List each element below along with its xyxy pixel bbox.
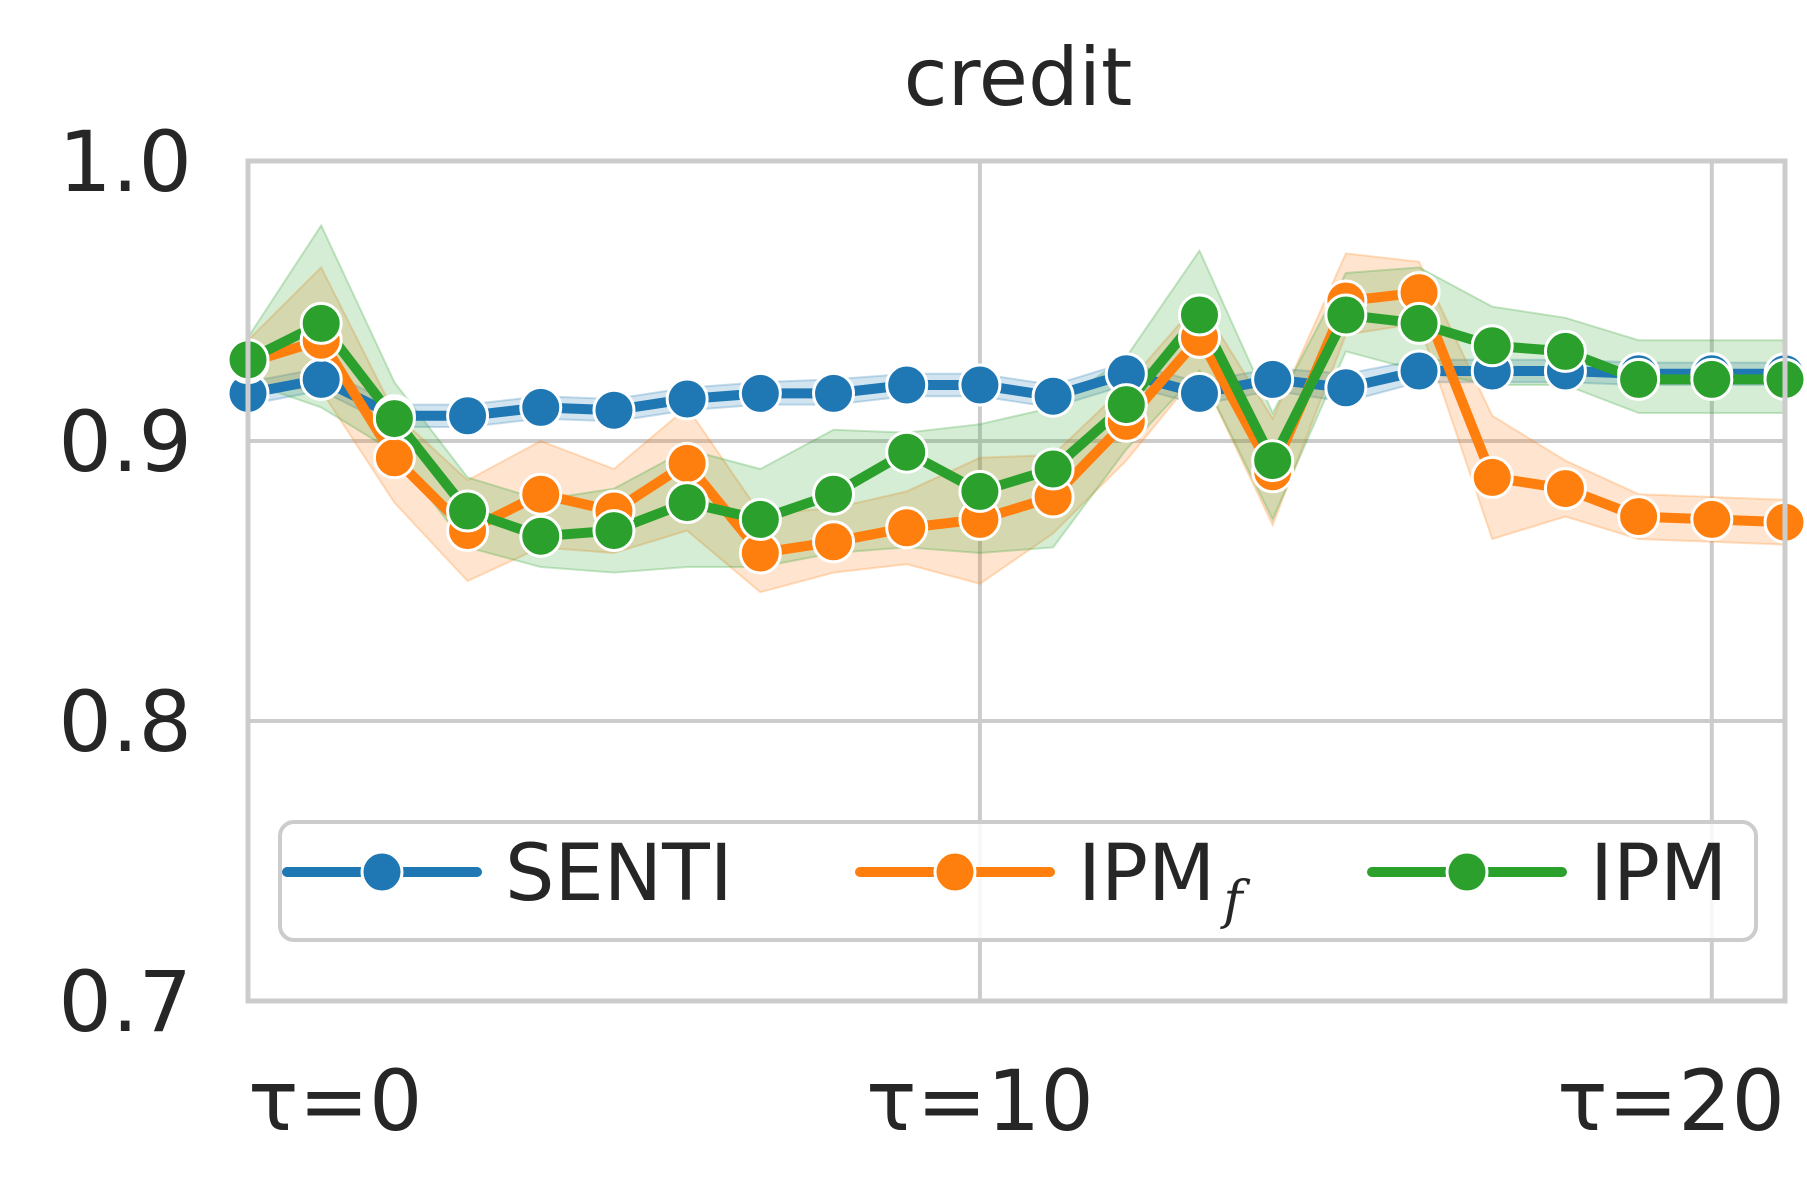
legend-marker-ipm — [1445, 850, 1489, 894]
y-tick-label: 0.8 — [58, 673, 192, 771]
series-markers — [226, 271, 1807, 575]
senti-point — [958, 363, 1002, 407]
ipm-point — [738, 497, 782, 541]
ipm-point — [885, 430, 929, 474]
senti-point — [592, 388, 636, 432]
senti-point — [885, 363, 929, 407]
ipm-point — [1690, 357, 1734, 401]
legend-label-text: IPM — [1590, 829, 1727, 919]
ipm-f-point — [372, 436, 416, 480]
ipm-line — [243, 310, 1790, 542]
ipm-point — [812, 472, 856, 516]
ipm-f-point — [1470, 455, 1514, 499]
plot-frame — [245, 158, 1788, 1004]
x-tick-label: τ=10 — [866, 1052, 1094, 1150]
senti-point — [738, 371, 782, 415]
senti-point — [1397, 349, 1441, 393]
x-tick-label: τ=0 — [248, 1052, 422, 1150]
ipm-f-point — [665, 441, 709, 485]
ipm-point — [519, 514, 563, 558]
senti-point — [1031, 374, 1075, 418]
legend: SENTI IPM f IPM — [278, 820, 1758, 942]
y-tick-label: 1.0 — [58, 113, 192, 211]
senti-point — [812, 371, 856, 415]
ipm-point — [1470, 324, 1514, 368]
ipm-point — [1104, 383, 1148, 427]
chart-title: credit — [904, 31, 1133, 124]
y-tick-label: 0.7 — [58, 953, 192, 1051]
senti-point — [519, 385, 563, 429]
legend-label-ipm: IPM — [1590, 829, 1727, 919]
ipm-point — [1617, 357, 1661, 401]
plot-area — [226, 158, 1807, 1004]
legend-marker-senti — [360, 850, 404, 894]
senti-point — [665, 377, 709, 421]
ipm-f-point — [1617, 495, 1661, 539]
y-tick-labels: 0.7 0.8 0.9 1.0 — [58, 113, 192, 1051]
ipm-f-point — [812, 520, 856, 564]
senti-point — [1324, 366, 1368, 410]
ipm-point — [446, 489, 490, 533]
ipm-f-point — [519, 472, 563, 516]
series-lines — [243, 287, 1790, 558]
ipm-f-line — [243, 287, 1790, 558]
ipm-point — [299, 301, 343, 345]
ipm-point — [372, 397, 416, 441]
legend-label-ipm-f: IPM f — [1078, 829, 1250, 931]
x-tick-labels: τ=0 τ=10 τ=20 — [248, 1052, 1785, 1150]
senti-line — [243, 366, 1790, 421]
ipm-point — [1031, 447, 1075, 491]
ipm-point — [1251, 439, 1295, 483]
ipm-point — [1397, 301, 1441, 345]
legend-marker-ipm-f — [933, 850, 977, 894]
ipm-point — [1324, 293, 1368, 337]
senti-point — [1251, 357, 1295, 401]
ipm-point — [1177, 293, 1221, 337]
ipm-f-point — [1543, 467, 1587, 511]
ipm-f-point — [1690, 497, 1734, 541]
senti-point — [299, 357, 343, 401]
legend-label-text: SENTI — [505, 829, 733, 919]
x-tick-label: τ=20 — [1557, 1052, 1785, 1150]
ipm-point — [1543, 329, 1587, 373]
legend-label-senti: SENTI — [505, 829, 733, 919]
legend-label-text: IPM — [1078, 829, 1215, 919]
y-tick-label: 0.9 — [58, 393, 192, 491]
senti-point — [1177, 371, 1221, 415]
legend-box — [278, 820, 1758, 942]
ipm-point — [592, 509, 636, 553]
ipm-point — [958, 469, 1002, 513]
ipm-f-point — [885, 506, 929, 550]
ipm-point — [665, 481, 709, 525]
senti-point — [446, 394, 490, 438]
